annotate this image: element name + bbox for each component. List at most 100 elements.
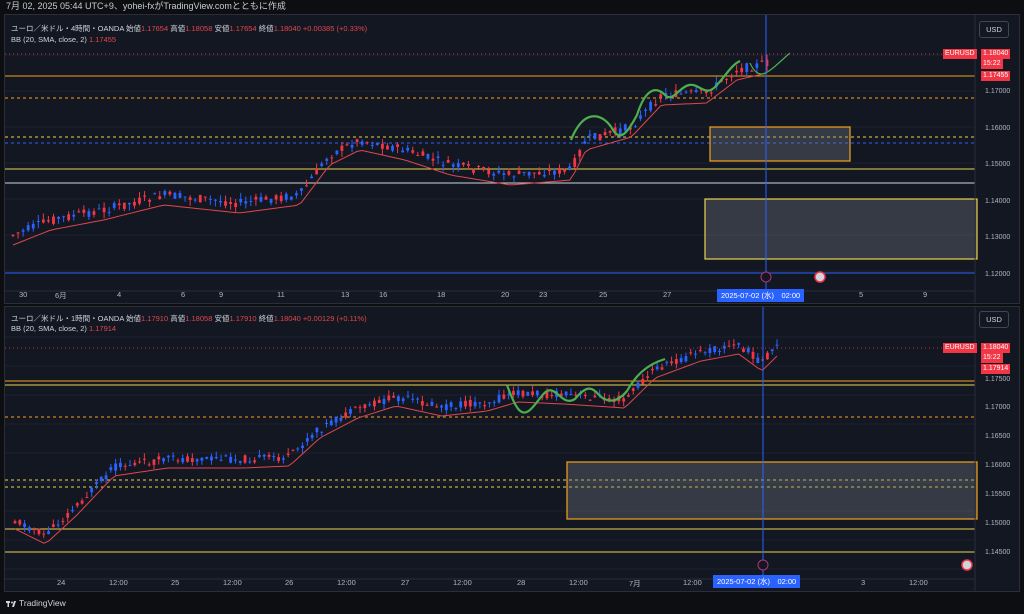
candle-body [315,427,319,433]
chart-pane-4h[interactable]: ユーロ／米ドル・4時間・OANDA 始値1.17654 高値1.18058 安値… [4,14,1020,304]
candle-body [37,528,41,535]
chart-canvas-4h[interactable] [5,15,1020,304]
candle-body [608,130,612,133]
candle-body [406,395,410,397]
candle-body [296,448,300,450]
candle-body [224,201,227,206]
open-label: 始値 [126,24,142,33]
candle-body [512,390,515,395]
candle-body [588,399,592,401]
candle-body [238,460,242,463]
candle-body [516,390,520,396]
candle-body [138,461,142,463]
candle-body [526,391,530,396]
candle-body [360,141,364,145]
candle-body [381,143,384,149]
candle-body [478,402,482,404]
candle-body [548,170,551,172]
candle-body [80,500,84,504]
candle-body [517,170,521,174]
candle-body [281,458,285,460]
candle-body [535,390,539,396]
candle-body [56,524,60,526]
candle-body [355,139,359,143]
candle-body [195,459,199,462]
high-value: 1.18058 [185,314,213,323]
candle-body [459,401,463,408]
event-icon [760,271,772,283]
time-label: 11 [277,290,285,299]
candle-body [598,134,602,141]
time-label: 25 [171,578,180,587]
candle-body [305,185,308,187]
high-label: 高値 [170,314,186,323]
indicator-legend[interactable]: BB (20, SMA, close, 2) 1.17455 [11,35,116,44]
low-label: 安値 [214,314,230,323]
candle-body [522,171,526,173]
candle-body [229,202,232,204]
candle-body [315,168,319,175]
candle-body [745,63,749,73]
candle-body [416,155,420,157]
candle-body [262,454,266,457]
candle-body [441,164,445,166]
time-label: 23 [539,290,548,299]
candle-body [689,352,693,354]
candle-body [563,169,566,172]
candle-body [603,132,607,136]
candle-body [109,467,113,471]
crosshair-date: 2025-07-02 (水) 02:00 [713,575,801,588]
candle-body [87,211,91,217]
candle-body [183,196,187,198]
candle-body [117,203,121,206]
candle-body [593,395,597,398]
indicator-value: 1.17455 [88,35,117,44]
indicator-legend[interactable]: BB (20, SMA, close, 2) 1.17914 [11,324,116,333]
candle-body [725,79,728,81]
candle-body [41,219,45,223]
candle-body [497,394,501,403]
time-label: 12:00 [909,578,928,587]
change-value: +0.00385 (+0.33%) [302,24,368,33]
candle-body [655,366,659,370]
price-label: 1.17500 [985,376,1011,383]
candle-body [162,458,165,462]
candle-body [18,520,22,525]
indicator-value: 1.17914 [88,324,117,333]
candle-body [36,220,40,223]
time-label: 26 [285,578,294,587]
countdown-badge: 15:22 [981,353,1003,363]
candle-body [699,89,703,91]
currency-button[interactable]: USD [979,311,1009,328]
candle-body [568,166,572,170]
candle-body [472,169,475,173]
time-label: 16 [379,290,388,299]
candle-body [258,455,261,457]
candle-body [583,141,587,144]
price-label: 1.16000 [985,462,1011,469]
time-label: 6 [181,290,186,299]
wave-drawing [505,357,666,414]
candle-body [550,395,554,397]
time-label: 24 [57,578,66,587]
candle-body [71,509,74,512]
candle-body [735,70,739,73]
candle-body [284,193,288,200]
currency-button[interactable]: USD [979,21,1009,38]
tradingview-logo[interactable]: TradingView [6,598,66,608]
candle-body [492,401,496,403]
candle-body [90,487,94,493]
candle-body [210,456,213,461]
candle-body [531,391,534,396]
price-label: 1.16500 [985,433,1011,440]
candle-body [123,465,127,467]
indicator-name: BB (20, SMA, close, 2) [11,35,87,44]
candle-body [641,379,645,385]
open-label: 始値 [126,314,142,323]
candle-body [464,400,467,407]
candle-body [467,164,470,166]
chart-pane-1h[interactable]: ユーロ／米ドル・1時間・OANDA 始値1.17910 高値1.18058 安値… [4,306,1020,592]
chart-canvas-1h[interactable] [5,307,1020,592]
candle-body [446,159,450,163]
candle-body [636,382,640,388]
